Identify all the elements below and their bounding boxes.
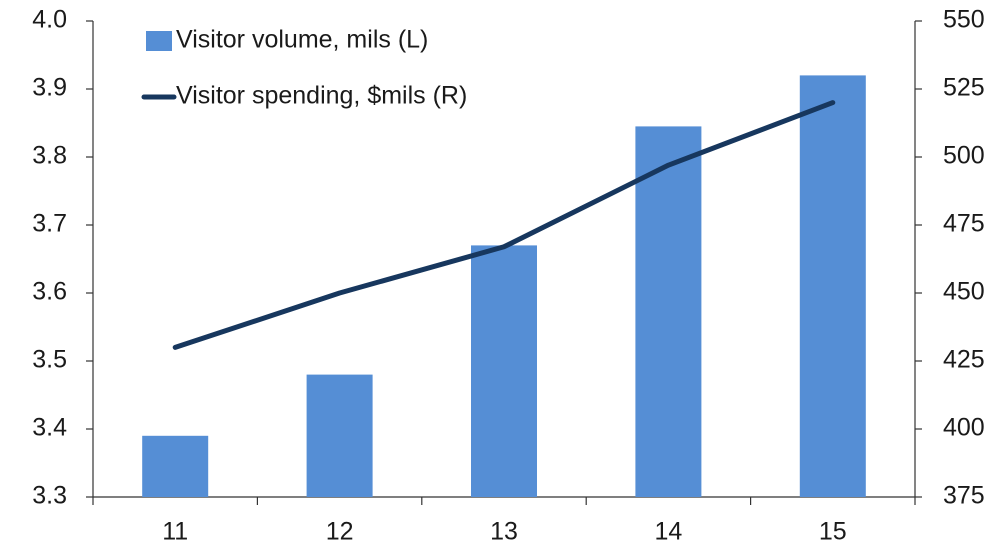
bar [635,126,702,498]
bar [471,245,537,497]
y2-tick-label: 550 [943,6,985,34]
y-tick-label: 3.6 [32,278,67,306]
legend-label: Visitor spending, $mils (R) [176,82,467,110]
bar [306,374,373,497]
y-tick-label: 3.8 [32,142,67,170]
y-tick-label: 3.5 [32,346,67,374]
y2-tick-label: 375 [943,482,985,510]
y2-tick-label: 400 [943,414,985,442]
y2-tick-label: 475 [943,210,985,238]
y2-tick-label: 450 [943,278,985,306]
y2-tick-label: 525 [943,74,985,102]
bar [142,435,209,497]
line [172,100,836,350]
y-tick-label: 3.7 [32,210,67,238]
x-tick-label: 14 [654,518,682,546]
y2-tick-label: 500 [943,142,985,170]
y-tick-label: 3.9 [32,74,67,102]
legend-swatch [146,31,172,51]
y-tick-label: 3.3 [32,482,67,510]
y-tick-label: 3.4 [32,414,67,442]
bar [799,75,866,498]
y-tick-label: 4.0 [32,6,67,34]
x-tick-label: 12 [326,518,354,546]
x-tick-label: 13 [490,518,518,546]
x-tick-label: 11 [162,518,188,546]
y2-tick-label: 425 [943,346,985,374]
legend-label: Visitor volume, mils (L) [176,26,428,54]
x-tick-label: 15 [819,518,847,546]
